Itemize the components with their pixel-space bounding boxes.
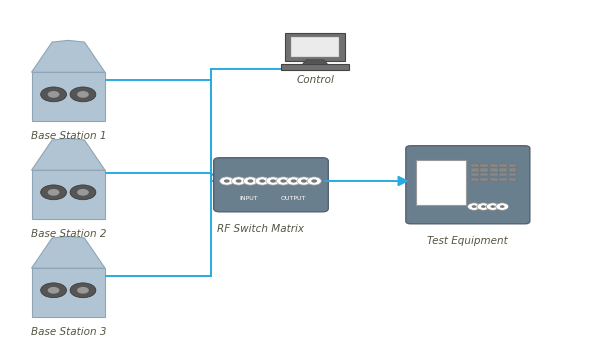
Text: OUTPUT: OUTPUT (281, 195, 306, 201)
Circle shape (259, 179, 265, 183)
Circle shape (487, 203, 499, 210)
Circle shape (41, 185, 67, 200)
Circle shape (48, 287, 59, 294)
Bar (499, 178, 507, 181)
Circle shape (48, 189, 59, 196)
Bar (471, 168, 479, 172)
Circle shape (307, 177, 321, 185)
Bar (481, 168, 488, 172)
Circle shape (41, 283, 67, 298)
Circle shape (255, 177, 269, 185)
Bar (499, 164, 507, 167)
FancyBboxPatch shape (214, 158, 328, 212)
Bar (509, 173, 517, 176)
Circle shape (496, 203, 509, 210)
Text: INPUT: INPUT (239, 195, 257, 201)
Bar (481, 164, 488, 167)
Bar (490, 178, 498, 181)
Bar (481, 178, 488, 181)
Circle shape (301, 179, 307, 183)
Text: Base Station 2: Base Station 2 (31, 229, 106, 239)
Circle shape (48, 91, 59, 98)
Circle shape (477, 203, 490, 210)
Polygon shape (32, 138, 105, 170)
Circle shape (291, 179, 296, 183)
Polygon shape (32, 170, 105, 219)
Bar (481, 173, 488, 176)
Circle shape (77, 287, 89, 294)
Bar (490, 173, 498, 176)
Bar (490, 164, 498, 167)
Circle shape (70, 87, 96, 102)
Circle shape (500, 205, 505, 208)
Polygon shape (32, 72, 105, 121)
Circle shape (280, 179, 286, 183)
Circle shape (224, 179, 230, 183)
Circle shape (231, 177, 246, 185)
Circle shape (270, 179, 276, 183)
Circle shape (220, 177, 234, 185)
Polygon shape (32, 268, 105, 317)
Circle shape (70, 283, 96, 298)
Circle shape (276, 177, 290, 185)
Bar (292, 37, 339, 57)
Circle shape (243, 177, 257, 185)
Polygon shape (32, 236, 105, 268)
Bar (471, 173, 479, 176)
Circle shape (70, 185, 96, 200)
Circle shape (481, 205, 486, 208)
Circle shape (77, 189, 89, 196)
Text: Base Station 1: Base Station 1 (31, 131, 106, 141)
Polygon shape (303, 60, 327, 64)
Text: Test Equipment: Test Equipment (428, 236, 508, 246)
Circle shape (468, 203, 481, 210)
Bar (499, 168, 507, 172)
FancyBboxPatch shape (286, 33, 345, 61)
Bar (509, 178, 517, 181)
Text: Base Station 3: Base Station 3 (31, 327, 106, 337)
FancyBboxPatch shape (281, 64, 349, 70)
Polygon shape (32, 40, 105, 72)
Circle shape (41, 87, 67, 102)
Circle shape (297, 177, 311, 185)
Circle shape (472, 205, 477, 208)
FancyBboxPatch shape (416, 160, 466, 205)
Circle shape (247, 179, 253, 183)
Circle shape (491, 205, 495, 208)
Bar (471, 178, 479, 181)
Circle shape (77, 91, 89, 98)
Text: RF Switch Matrix: RF Switch Matrix (217, 224, 304, 234)
Bar (471, 164, 479, 167)
Circle shape (287, 177, 300, 185)
Text: Control: Control (296, 75, 334, 85)
FancyBboxPatch shape (406, 146, 530, 224)
Circle shape (236, 179, 241, 183)
Bar (490, 168, 498, 172)
Bar (499, 173, 507, 176)
Bar (509, 164, 517, 167)
Circle shape (311, 179, 317, 183)
Circle shape (266, 177, 280, 185)
Bar (509, 168, 517, 172)
